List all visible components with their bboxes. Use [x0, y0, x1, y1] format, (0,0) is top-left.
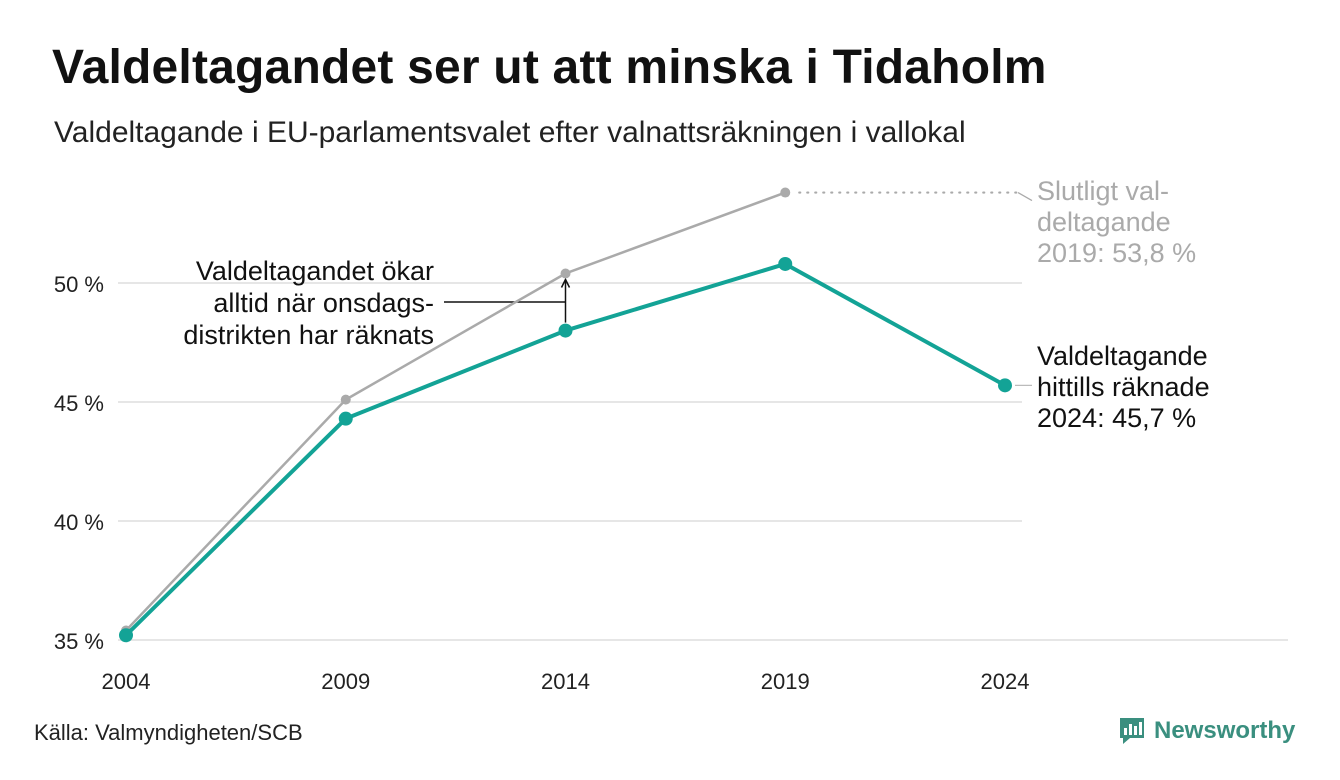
data-point-final	[780, 187, 791, 198]
data-point-final	[560, 268, 571, 279]
newsworthy-logo-icon	[1120, 718, 1144, 744]
y-tick-label: 40 %	[54, 510, 104, 535]
annotation-arrow-head	[560, 277, 571, 288]
annotation-line: deltagande	[1037, 207, 1171, 237]
y-tick-label: 35 %	[54, 629, 104, 654]
x-axis-ticks: 2004 2009 2014 2019 2024	[102, 669, 1030, 694]
y-axis-ticks: 35 % 40 % 45 % 50 %	[54, 272, 104, 654]
annotation-line: Valdeltagandet ökar	[196, 256, 434, 286]
annotation-line: distrikten har räknats	[183, 320, 434, 350]
annotation-leader-tick	[1017, 192, 1033, 202]
x-tick-label: 2004	[102, 669, 151, 694]
y-tick-label: 50 %	[54, 272, 104, 297]
data-point-final	[340, 394, 351, 405]
annotation-final-2019: Slutligt val-deltagande 2019: 53,8 %	[1037, 176, 1196, 268]
annotation-line: Slutligt val-	[1037, 176, 1169, 206]
annotation-line: hittills räknade	[1037, 372, 1210, 402]
brand-name: Newsworthy	[1154, 717, 1296, 744]
x-tick-label: 2014	[541, 669, 590, 694]
x-tick-label: 2024	[981, 669, 1030, 694]
annotation-onsdag: Valdeltagandet ökar alltid när onsdags-di…	[183, 256, 434, 350]
grid-lines	[118, 282, 1288, 641]
source-note: Källa: Valmyndigheten/SCB	[34, 720, 303, 745]
annotations: Valdeltagandet ökar alltid när onsdags-di…	[183, 176, 1209, 433]
annotation-line: Valdeltagande	[1037, 341, 1208, 371]
x-tick-label: 2009	[321, 669, 370, 694]
annotation-line: alltid när onsdags-	[213, 288, 434, 318]
annotation-line: 2019: 53,8 %	[1037, 238, 1196, 268]
data-point-counted	[119, 628, 133, 643]
y-tick-label: 45 %	[54, 391, 104, 416]
data-point-counted	[558, 323, 573, 338]
data-point-counted	[778, 256, 793, 271]
series	[119, 187, 1012, 643]
series-line-final	[125, 191, 786, 632]
chart-title: Valdeltagandet ser ut att minska i Tidah…	[52, 41, 1047, 94]
annotation-counted-2024: Valdeltagande hittills räknade 2024: 45,7 …	[1037, 341, 1210, 433]
annotation-line: 2024: 45,7 %	[1037, 403, 1196, 433]
brand-logo: Newsworthy	[1118, 714, 1295, 748]
x-tick-label: 2019	[761, 669, 810, 694]
chart-subtitle: Valdeltagande i EU-parlamentsvalet efter…	[54, 116, 966, 149]
data-point-counted	[338, 411, 353, 426]
data-point-counted	[998, 378, 1012, 393]
